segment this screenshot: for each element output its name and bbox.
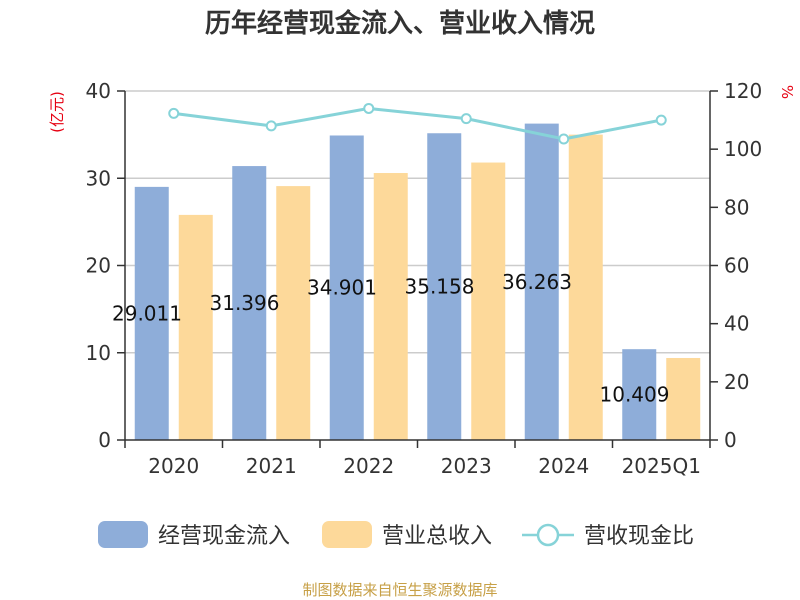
ratio-point bbox=[655, 114, 667, 126]
x-tick-label: 2024 bbox=[538, 454, 589, 478]
left-tick-label: 40 bbox=[86, 79, 111, 103]
right-tick-label: 60 bbox=[724, 254, 749, 278]
data-label-cash-inflow: 34.901 bbox=[307, 276, 377, 300]
bar-revenue bbox=[568, 134, 603, 440]
x-tick-label: 2022 bbox=[343, 454, 394, 478]
legend-swatch-cash-inflow bbox=[98, 521, 148, 548]
legend-label-ratio: 营收现金比 bbox=[584, 524, 694, 549]
data-label-cash-inflow: 35.158 bbox=[405, 275, 475, 299]
bar-cash-inflow bbox=[524, 123, 559, 441]
data-label-cash-inflow: 29.011 bbox=[112, 301, 182, 325]
bar-revenue bbox=[666, 357, 701, 440]
legend-marker-ratio bbox=[536, 523, 560, 547]
bar-cash-inflow bbox=[622, 349, 657, 440]
right-tick-label: 40 bbox=[724, 312, 749, 336]
left-tick-label: 20 bbox=[86, 254, 111, 278]
axes: 0 10 20 30 40 0 20 40 60 80 100 120 2020 2021 2022 2023… bbox=[86, 79, 763, 478]
legend-swatch-revenue bbox=[322, 521, 372, 548]
ratio-point bbox=[460, 113, 472, 125]
right-tick-label: 100 bbox=[724, 137, 762, 161]
source-note: 制图数据来自恒生聚源数据库 bbox=[302, 581, 497, 599]
right-axis-unit: % bbox=[778, 85, 796, 99]
left-tick-label: 0 bbox=[98, 428, 111, 452]
x-tick-label: 2020 bbox=[148, 454, 199, 478]
gridlines bbox=[125, 90, 710, 354]
ratio-point bbox=[558, 133, 570, 145]
legend-label-cash-inflow: 经营现金流入 bbox=[158, 524, 290, 549]
bar-cash-inflow bbox=[134, 186, 169, 440]
bar-revenue bbox=[178, 214, 213, 440]
bar-cash-inflow bbox=[232, 166, 267, 441]
ratio-line-layer bbox=[168, 102, 667, 145]
left-axis-unit: (亿元) bbox=[48, 91, 66, 133]
bar-revenue bbox=[276, 186, 311, 440]
data-label-cash-inflow: 36.263 bbox=[502, 270, 572, 294]
chart-title: 历年经营现金流入、营业收入情况 bbox=[205, 8, 595, 39]
legend: 经营现金流入 营业总收入 营收现金比 bbox=[98, 521, 694, 549]
right-tick-label: 80 bbox=[724, 195, 749, 219]
legend-label-revenue: 营业总收入 bbox=[382, 524, 492, 549]
right-tick-label: 120 bbox=[724, 79, 762, 103]
data-labels: 29.011 31.396 34.901 35.158 36.263 10.409 bbox=[112, 270, 669, 407]
bar-revenue bbox=[471, 162, 506, 441]
right-tick-label: 0 bbox=[724, 428, 737, 452]
bar-revenue bbox=[373, 173, 408, 440]
ratio-line bbox=[173, 106, 662, 141]
x-tick-label: 2023 bbox=[441, 454, 492, 478]
left-tick-label: 30 bbox=[86, 166, 111, 190]
x-tick-label: 2021 bbox=[246, 454, 297, 478]
bars bbox=[134, 123, 701, 441]
data-label-cash-inflow: 31.396 bbox=[210, 291, 280, 315]
ratio-point bbox=[168, 107, 180, 119]
bar-cash-inflow bbox=[427, 133, 462, 440]
x-tick-label: 2025Q1 bbox=[622, 454, 701, 478]
bar-cash-inflow bbox=[329, 135, 364, 440]
right-tick-label: 20 bbox=[724, 370, 749, 394]
ratio-point bbox=[363, 102, 375, 114]
left-tick-label: 10 bbox=[86, 341, 111, 365]
data-label-cash-inflow: 10.409 bbox=[600, 383, 670, 407]
ratio-point bbox=[265, 120, 277, 132]
